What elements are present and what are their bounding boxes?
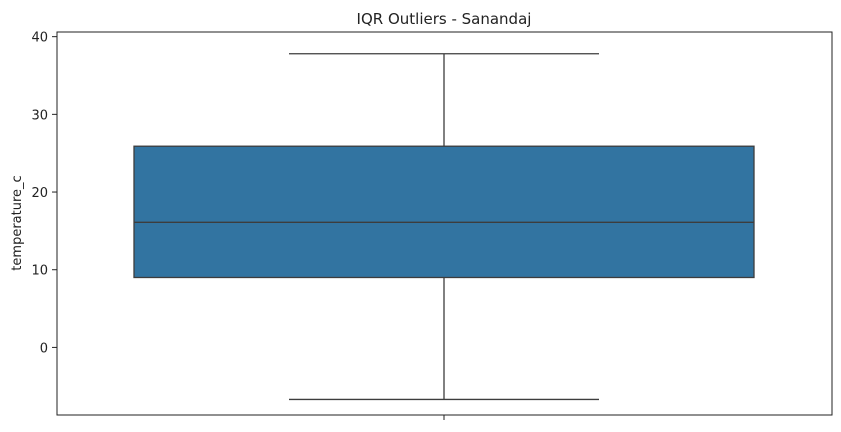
y-tick-label: 30	[31, 108, 48, 123]
y-axis-ticks: 0 10 20 30 40	[31, 31, 57, 356]
iqr-box	[133, 145, 755, 279]
chart-title: IQR Outliers - Sanandaj	[357, 10, 532, 28]
box-series	[133, 53, 755, 401]
y-tick-label: 20	[31, 186, 48, 201]
y-tick-label: 10	[31, 264, 48, 279]
y-tick-label: 0	[40, 341, 48, 356]
y-axis-label: temperature_c	[10, 175, 25, 270]
y-tick-label: 40	[31, 31, 48, 46]
